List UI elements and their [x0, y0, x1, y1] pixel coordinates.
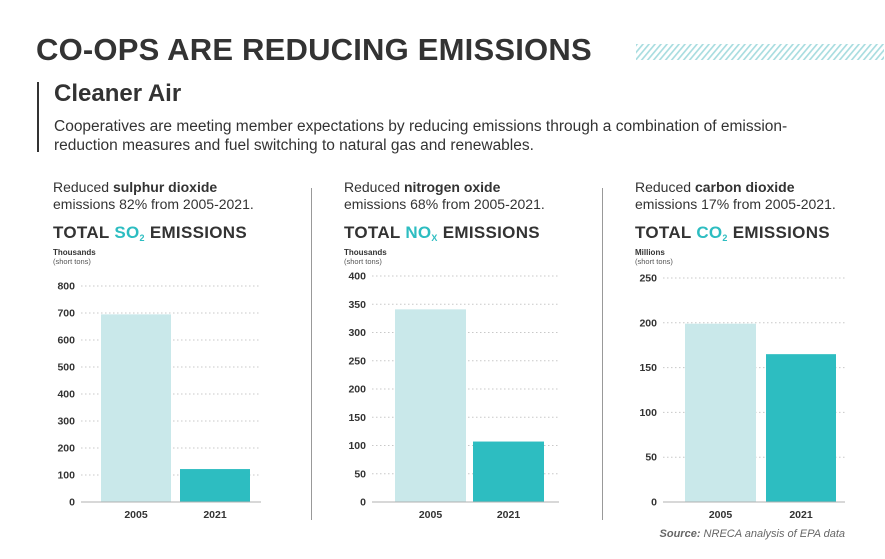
x-tick-label: 2021 [497, 509, 521, 521]
y-tick-label: 300 [348, 327, 366, 339]
section-accent-bar [37, 82, 39, 152]
bar-chart-co2: 0 50 100 150 200 250 2005 2021 [639, 273, 845, 521]
chart-panel-so2: Reduced sulphur dioxide emissions 82% fr… [53, 176, 338, 526]
y-tick-label: 50 [645, 452, 657, 464]
chart-panel-nox: Reduced nitrogen oxide emissions 68% fro… [344, 176, 629, 526]
unit-label: Thousands [53, 248, 96, 257]
bar-2005 [395, 309, 466, 502]
bar-chart-nox: 0 50 100 150 200 250 300 350 400 2005 2021 [348, 271, 559, 521]
bar-2021 [180, 469, 250, 502]
source-note: Source: NRECA analysis of EPA data [659, 528, 845, 540]
y-tick-label: 150 [348, 412, 366, 424]
chart-panel-co2: Reduced carbon dioxide emissions 17% fro… [635, 176, 885, 526]
y-tick-label: 250 [639, 273, 657, 285]
x-tick-label: 2021 [203, 509, 227, 521]
bar-2021 [766, 354, 836, 502]
panel-description: Reduced carbon dioxide emissions 17% fro… [635, 179, 836, 212]
unit-sublabel: (short tons) [635, 257, 673, 266]
x-tick-label: 2005 [709, 509, 733, 521]
y-tick-label: 0 [69, 497, 75, 509]
y-tick-label: 200 [348, 384, 366, 396]
bar-2005 [101, 314, 171, 502]
y-tick-label: 100 [348, 440, 366, 452]
column-divider [311, 188, 312, 520]
chart-title: TOTAL SO2 EMISSIONS [53, 223, 247, 243]
y-tick-label: 800 [57, 281, 75, 293]
bar-chart-so2: 0 100 200 300 400 500 600 700 800 2005 2021 [57, 281, 261, 521]
y-tick-label: 100 [639, 407, 657, 419]
bar-2021 [473, 441, 544, 502]
y-tick-label: 150 [639, 362, 657, 374]
panel-description: Reduced sulphur dioxide emissions 82% fr… [53, 179, 254, 212]
y-tick-label: 50 [354, 468, 366, 480]
x-tick-label: 2005 [124, 509, 148, 521]
y-tick-label: 0 [360, 497, 366, 509]
unit-sublabel: (short tons) [344, 257, 382, 266]
y-tick-label: 250 [348, 355, 366, 367]
y-tick-label: 100 [57, 470, 75, 482]
unit-sublabel: (short tons) [53, 257, 91, 266]
unit-label: Thousands [344, 248, 387, 257]
column-divider [602, 188, 603, 520]
y-tick-label: 600 [57, 335, 75, 347]
chart-title: TOTAL CO2 EMISSIONS [635, 223, 830, 243]
y-tick-label: 200 [639, 317, 657, 329]
unit-label: Millions [635, 248, 665, 257]
bar-2005 [685, 323, 756, 502]
section-subtitle: Cleaner Air [54, 80, 182, 107]
y-tick-label: 500 [57, 362, 75, 374]
chart-title: TOTAL NOX EMISSIONS [344, 223, 540, 243]
y-tick-label: 400 [57, 389, 75, 401]
y-tick-label: 400 [348, 271, 366, 283]
intro-paragraph: Cooperatives are meeting member expectat… [54, 118, 788, 154]
y-tick-label: 350 [348, 299, 366, 311]
decorative-stripes [636, 44, 884, 60]
page-title: CO-OPS ARE REDUCING EMISSIONS [36, 32, 592, 67]
panel-description: Reduced nitrogen oxide emissions 68% fro… [344, 179, 545, 212]
y-tick-label: 700 [57, 308, 75, 320]
x-tick-label: 2005 [419, 509, 443, 521]
y-tick-label: 0 [651, 497, 657, 509]
y-tick-label: 300 [57, 416, 75, 428]
y-tick-label: 200 [57, 443, 75, 455]
x-tick-label: 2021 [789, 509, 813, 521]
